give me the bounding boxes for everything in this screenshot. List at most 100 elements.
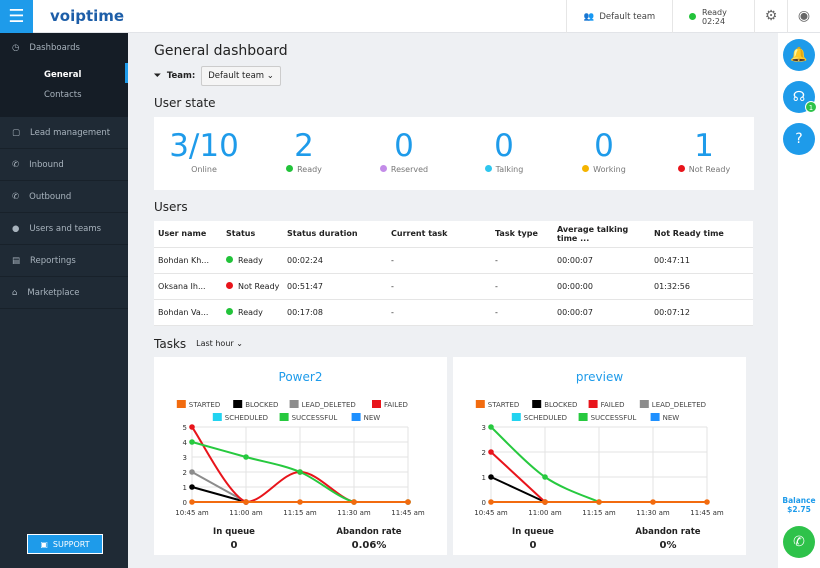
sidebar-item-label: Users and teams (29, 223, 102, 234)
period-dropdown[interactable]: Last hour ⌄ (196, 339, 243, 348)
support-label: SUPPORT (52, 539, 90, 549)
balance: Balance $2.75 (778, 496, 820, 514)
table-cell: - (491, 299, 553, 326)
kpi-value: 0 (529, 539, 537, 551)
data-point (297, 468, 303, 475)
gauge-icon: ◷ (12, 43, 20, 53)
kpi-value: 0.06% (351, 539, 387, 551)
sidebar-item-dashboards[interactable]: ◷ Dashboards (0, 41, 128, 55)
legend-label: NEW (663, 414, 680, 422)
sidebar-item-marketplace[interactable]: ⌂ Marketplace (0, 277, 128, 309)
sidebar-item-inbound[interactable]: ✆ Inbound (0, 149, 128, 181)
x-tick-label: 11:30 am (337, 509, 371, 517)
legend-label: SCHEDULED (524, 414, 567, 422)
column-header[interactable]: Status duration (283, 221, 387, 248)
column-header[interactable]: Not Ready time (650, 221, 753, 248)
sidebar-item-reportings[interactable]: ▤ Reportings (0, 245, 128, 277)
column-header[interactable]: Average talking time ... (553, 221, 650, 248)
basket-icon: ⌂ (12, 287, 18, 298)
sidebar-item-label: Marketplace (27, 287, 80, 298)
data-point (704, 498, 710, 505)
task-chart-card: Power2 In queue 0 Abandon rate 0.06% STARTE… (154, 356, 447, 555)
table-cell: 00:17:08 (283, 299, 387, 326)
kpi-value: 0% (659, 539, 677, 551)
series-line-failed (490, 450, 546, 503)
x-tick-label: 10:45 am (175, 509, 209, 517)
sidebar-item-contacts[interactable]: Contacts (44, 90, 82, 100)
sidebar-item-general[interactable]: General (44, 70, 82, 80)
legend-swatch (511, 412, 521, 421)
status-dot (226, 281, 233, 289)
page-title: General dashboard (154, 43, 288, 59)
status-selector[interactable]: Ready 02:24 (672, 0, 754, 33)
column-header[interactable]: Task type (491, 221, 553, 248)
user-avatar-icon[interactable]: ◉ (787, 0, 820, 33)
state-label: Ready (297, 165, 322, 174)
data-point (542, 498, 548, 505)
phone-outgoing-icon: ✆ (12, 191, 20, 202)
team-dropdown-value: Default team (208, 71, 265, 81)
data-point (297, 498, 303, 505)
table-row[interactable]: Bohdan Va... Ready 00:17:08- -00:00:07 00:07… (154, 299, 753, 326)
sidebar: ◷ Dashboards General Contacts ▢ Lead manag… (0, 33, 128, 568)
data-point (542, 473, 548, 480)
notification-badge: 1 (805, 101, 817, 113)
state-count: 0 (494, 128, 514, 164)
sidebar-item-label: Inbound (29, 159, 64, 170)
legend-swatch (233, 399, 243, 408)
bell-icon[interactable]: 🔔 (783, 39, 815, 71)
state-count: 0 (394, 128, 414, 164)
table-row[interactable]: Bohdan Kh... Ready 00:02:24- -00:00:07 00:47… (154, 247, 753, 274)
state-count: 2 (294, 128, 314, 164)
status-text: Ready (238, 255, 263, 265)
legend-swatch (475, 399, 485, 408)
abandon-rate: Abandon rate 0% (628, 527, 708, 551)
kpi-label: In queue (512, 526, 554, 537)
x-tick-label: 11:15 am (283, 509, 317, 517)
column-header[interactable]: User name (154, 221, 222, 248)
column-header[interactable]: Current task (387, 221, 491, 248)
legend-swatch (289, 399, 299, 408)
chart-title: Power2 (278, 369, 323, 384)
users-title: Users (154, 200, 188, 214)
legend-swatch (578, 412, 588, 421)
kpi-label: In queue (213, 526, 255, 537)
phone-incoming-icon: ✆ (12, 159, 20, 170)
team-selector[interactable]: 👥 Default team (566, 0, 672, 33)
legend-label: BLOCKED (544, 401, 577, 409)
table-cell: Oksana Ih... (154, 273, 222, 300)
line-chart: STARTED BLOCKED FAILED LEAD_DELETED SCHEDULE… (474, 399, 724, 517)
team-dropdown[interactable]: Default team ⌄ (201, 66, 281, 86)
table-cell: - (491, 247, 553, 274)
team-label: Team: (166, 71, 196, 81)
table-cell: 00:00:07 (553, 299, 650, 326)
status-cell: Not Ready (222, 273, 283, 300)
phone-icon[interactable]: ✆ (783, 526, 815, 558)
support-button[interactable]: ▣ SUPPORT (27, 534, 103, 554)
series-line-blocked (191, 485, 247, 503)
state-label: Reserved (390, 165, 429, 174)
users-table: User name Status Status duration Current ta… (154, 221, 753, 326)
active-indicator (125, 63, 128, 83)
legend-swatch (639, 399, 649, 408)
table-cell: - (387, 299, 491, 326)
series-line-blocked (490, 475, 546, 503)
help-icon[interactable]: ? (783, 123, 815, 155)
table-cell: 00:47:11 (650, 247, 753, 274)
chart-title: preview (575, 369, 624, 384)
column-header[interactable]: Status (222, 221, 283, 248)
sidebar-item-users-and-teams[interactable]: ● Users and teams (0, 213, 128, 245)
sidebar-item-outbound[interactable]: ✆ Outbound (0, 181, 128, 213)
sidebar-item-label: Reportings (30, 255, 76, 266)
gear-icon[interactable]: ⚙ (754, 0, 787, 33)
table-row[interactable]: Oksana Ih... Not Ready 00:51:47- -00:00:00 0… (154, 273, 753, 300)
data-point (189, 423, 195, 430)
data-point (243, 453, 249, 460)
legend-label: NEW (364, 414, 381, 422)
sidebar-item-lead-management[interactable]: ▢ Lead management (0, 117, 128, 149)
table-cell: Bohdan Va... (154, 299, 222, 326)
legend-swatch (588, 399, 598, 408)
y-tick-label: 3 (183, 454, 187, 462)
legend-swatch (279, 412, 289, 421)
menu-icon[interactable]: ☰ (0, 0, 33, 33)
